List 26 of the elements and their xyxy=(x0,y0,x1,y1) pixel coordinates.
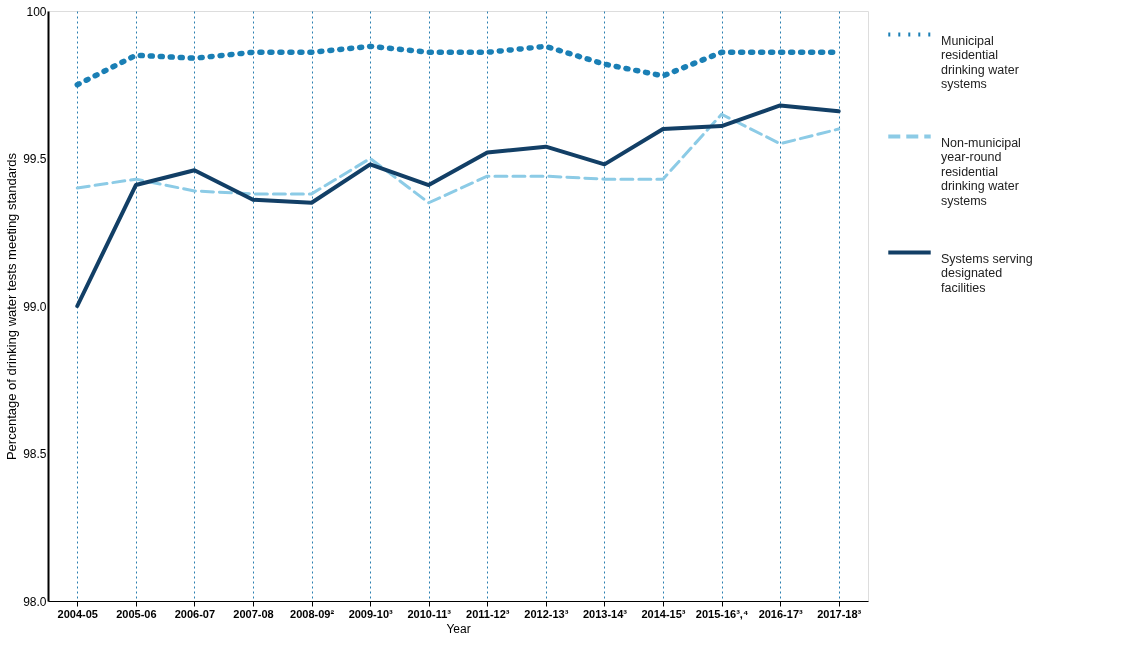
x-tick-label: 2006-07 xyxy=(174,607,216,620)
x-tick-label: 2017-18³ xyxy=(817,607,862,620)
y-tick-label: 98.0 xyxy=(23,594,47,609)
x-tick-label: 2012-13³ xyxy=(524,607,569,620)
y-tick-label: 99.0 xyxy=(23,299,47,314)
line-series xyxy=(75,103,841,308)
x-tick-label: 2013-14³ xyxy=(582,607,628,620)
x-tick-label: 2008-09² xyxy=(290,607,335,620)
x-tick-label: 2007-08 xyxy=(233,607,274,620)
x-tick-label: 2004-05 xyxy=(57,607,98,620)
y-tick-label: 99.5 xyxy=(23,152,47,166)
y-tick-label: 100 xyxy=(26,4,47,19)
x-tick-label: 2015-16³,⁴ xyxy=(695,607,749,620)
x-tick-label: 2014-15³ xyxy=(641,607,686,620)
x-axis-title: Year xyxy=(446,621,471,636)
y-axis-title: Percentage of drinking water tests meeting standards xyxy=(4,152,20,461)
x-tick-label: 2005-06 xyxy=(116,607,157,620)
line-series xyxy=(75,112,841,205)
legend-label: Municipal residential drinking water systems xyxy=(941,33,1019,91)
x-tick-label: 2010-11³ xyxy=(407,607,452,620)
legend-label: Systems serving designated facilities xyxy=(941,251,1033,295)
x-tick-label: 2011-12³ xyxy=(466,607,510,620)
x-tick-label: 2016-17³ xyxy=(758,607,803,620)
legend-label: Non-municipal year-round residential drinking water systems xyxy=(941,135,1021,208)
x-tick-label: 2009-10³ xyxy=(348,607,393,620)
y-tick-label: 98.5 xyxy=(23,447,47,461)
